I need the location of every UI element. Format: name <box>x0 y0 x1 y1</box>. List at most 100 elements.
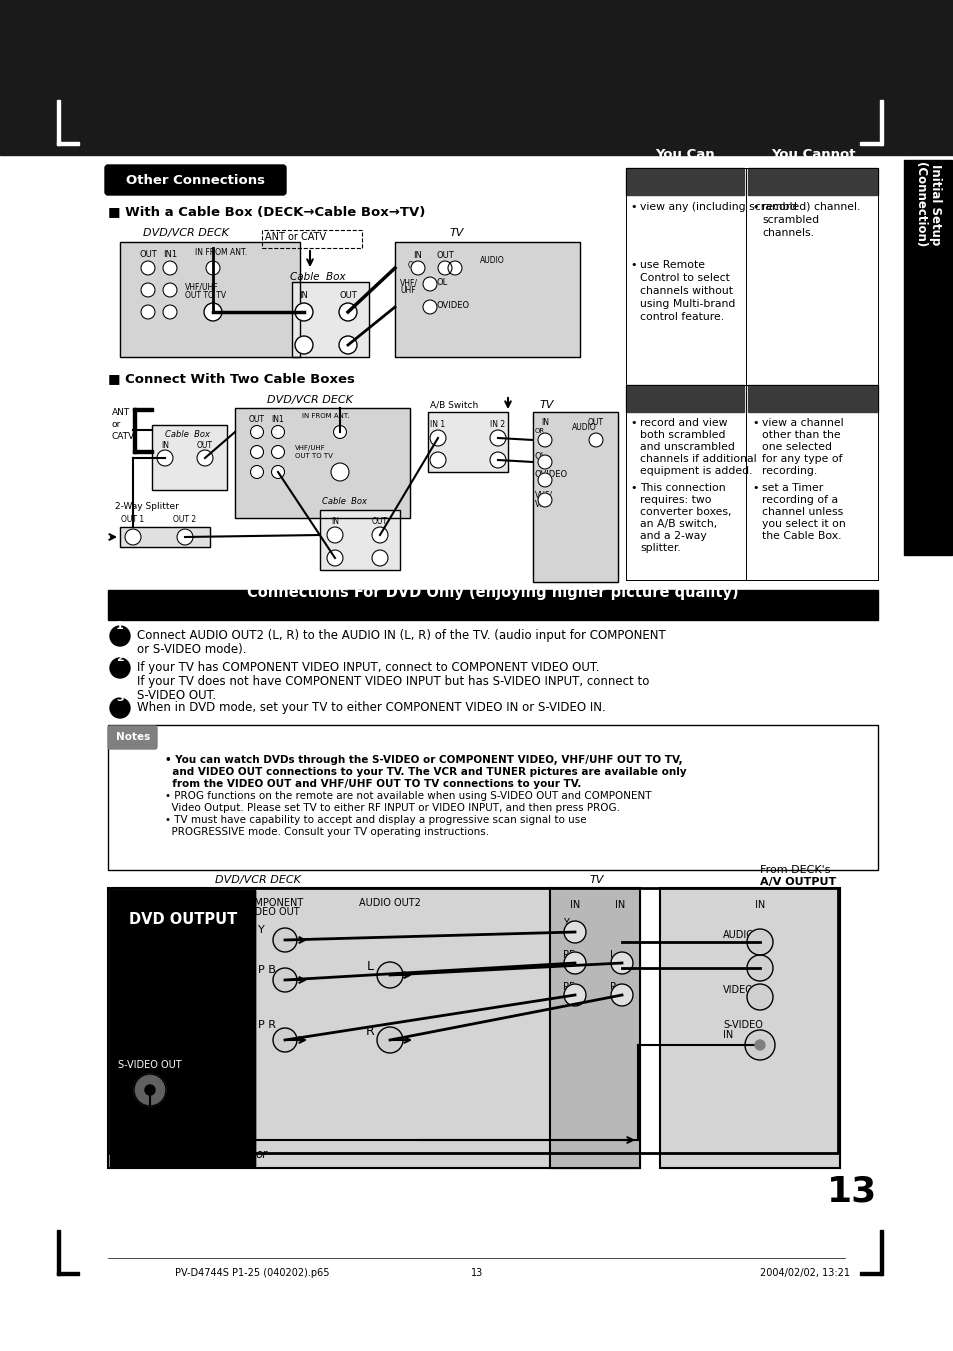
FancyBboxPatch shape <box>105 165 286 195</box>
Text: UHF: UHF <box>399 286 416 295</box>
Bar <box>132 408 136 453</box>
Text: Notes: Notes <box>115 732 150 742</box>
Text: you select it on: you select it on <box>761 519 845 530</box>
Text: Initial Setup
(Connection): Initial Setup (Connection) <box>913 162 941 247</box>
Text: equipment is added.: equipment is added. <box>639 466 752 476</box>
Text: •: • <box>751 417 758 428</box>
Circle shape <box>272 466 284 478</box>
Circle shape <box>204 303 222 322</box>
Circle shape <box>125 530 141 544</box>
Circle shape <box>537 455 552 469</box>
Text: OL: OL <box>436 278 448 286</box>
Circle shape <box>537 434 552 447</box>
Bar <box>625 168 877 385</box>
Text: VIDEO: VIDEO <box>722 985 753 994</box>
Text: PB: PB <box>562 950 576 961</box>
Circle shape <box>338 303 356 322</box>
Bar <box>57 100 60 145</box>
Circle shape <box>430 430 446 446</box>
Text: IN: IN <box>161 440 169 450</box>
Text: •: • <box>629 203 636 212</box>
Text: This connection: This connection <box>639 484 725 493</box>
Circle shape <box>273 928 296 952</box>
Bar <box>108 888 638 1169</box>
Text: Cable  Box: Cable Box <box>165 430 210 439</box>
Text: or: or <box>254 1148 267 1161</box>
Circle shape <box>251 446 263 458</box>
Text: ■ Connect With Two Cable Boxes: ■ Connect With Two Cable Boxes <box>108 372 355 385</box>
Bar <box>108 888 638 1169</box>
Text: IN 1: IN 1 <box>430 420 445 430</box>
Circle shape <box>272 446 284 458</box>
Bar <box>120 527 210 547</box>
Bar <box>152 426 227 490</box>
Text: You Can: You Can <box>655 365 714 377</box>
Text: DVD OUTPUT: DVD OUTPUT <box>129 912 237 928</box>
Bar <box>152 426 227 490</box>
Text: IN: IN <box>299 290 308 300</box>
Circle shape <box>610 952 633 974</box>
Text: IN: IN <box>615 900 624 911</box>
Circle shape <box>206 261 220 276</box>
Circle shape <box>563 952 585 974</box>
Text: Cable  Box: Cable Box <box>322 497 367 507</box>
Circle shape <box>294 336 313 354</box>
Circle shape <box>422 300 436 313</box>
Text: OUT 2: OUT 2 <box>173 515 196 524</box>
Text: splitter.: splitter. <box>639 543 680 553</box>
Bar <box>120 242 299 357</box>
Text: recording of a: recording of a <box>761 494 838 505</box>
Bar <box>550 888 639 1169</box>
Circle shape <box>746 955 772 981</box>
Text: OUT: OUT <box>372 517 388 526</box>
Text: IN: IN <box>569 900 579 911</box>
Text: •: • <box>751 203 758 212</box>
Circle shape <box>376 1027 402 1052</box>
Circle shape <box>133 1074 166 1106</box>
Text: OUT TO TV: OUT TO TV <box>294 453 333 459</box>
Text: TV: TV <box>589 875 604 885</box>
Bar <box>120 242 299 357</box>
Bar <box>234 408 410 517</box>
Text: When in DVD mode, set your TV to either COMPONENT VIDEO IN or S-VIDEO IN.: When in DVD mode, set your TV to either … <box>137 701 605 713</box>
Text: control feature.: control feature. <box>639 312 723 322</box>
Text: •: • <box>629 417 636 428</box>
Circle shape <box>272 426 284 439</box>
Text: OUT: OUT <box>249 415 265 424</box>
Text: S-VIDEO OUT.: S-VIDEO OUT. <box>137 689 216 703</box>
Text: TV: TV <box>450 228 464 238</box>
Bar <box>292 282 369 357</box>
Circle shape <box>563 921 585 943</box>
Text: scrambled: scrambled <box>761 215 819 226</box>
Text: Cable  Box: Cable Box <box>290 272 345 282</box>
Text: VHF/UHF: VHF/UHF <box>185 282 218 292</box>
Text: Connect AUDIO OUT2 (L, R) to the AUDIO IN (L, R) of the TV. (audio input for COM: Connect AUDIO OUT2 (L, R) to the AUDIO I… <box>137 630 665 642</box>
Circle shape <box>334 426 346 439</box>
Text: IN: IN <box>540 417 548 427</box>
Text: OUT: OUT <box>338 290 356 300</box>
Text: from the VIDEO OUT and VHF/UHF OUT TO TV connections to your TV.: from the VIDEO OUT and VHF/UHF OUT TO TV… <box>165 780 580 789</box>
Text: AUDIO: AUDIO <box>722 929 754 940</box>
Circle shape <box>372 550 388 566</box>
Bar <box>533 412 618 582</box>
Circle shape <box>110 698 130 717</box>
Text: IN1: IN1 <box>163 250 177 259</box>
Text: requires: two: requires: two <box>639 494 711 505</box>
Text: • PROG functions on the remote are not available when using S-VIDEO OUT and COMP: • PROG functions on the remote are not a… <box>165 790 651 801</box>
Bar <box>659 888 840 1169</box>
Text: and unscrambled: and unscrambled <box>639 442 734 453</box>
Circle shape <box>157 450 172 466</box>
Text: OL: OL <box>535 453 546 461</box>
Text: OR: OR <box>407 261 418 270</box>
Text: OUT: OUT <box>139 250 156 259</box>
Text: DVD/VCR DECK: DVD/VCR DECK <box>214 875 300 885</box>
Circle shape <box>537 493 552 507</box>
Text: PV-D4744S P1-25 (040202).p65: PV-D4744S P1-25 (040202).p65 <box>174 1269 329 1278</box>
Circle shape <box>294 303 313 322</box>
Circle shape <box>372 527 388 543</box>
Text: L: L <box>366 961 374 973</box>
Text: PROGRESSIVE mode. Consult your TV operating instructions.: PROGRESSIVE mode. Consult your TV operat… <box>165 827 489 838</box>
Text: or S-VIDEO mode).: or S-VIDEO mode). <box>137 643 246 657</box>
Bar <box>859 1273 882 1275</box>
Text: IN: IN <box>414 251 422 259</box>
